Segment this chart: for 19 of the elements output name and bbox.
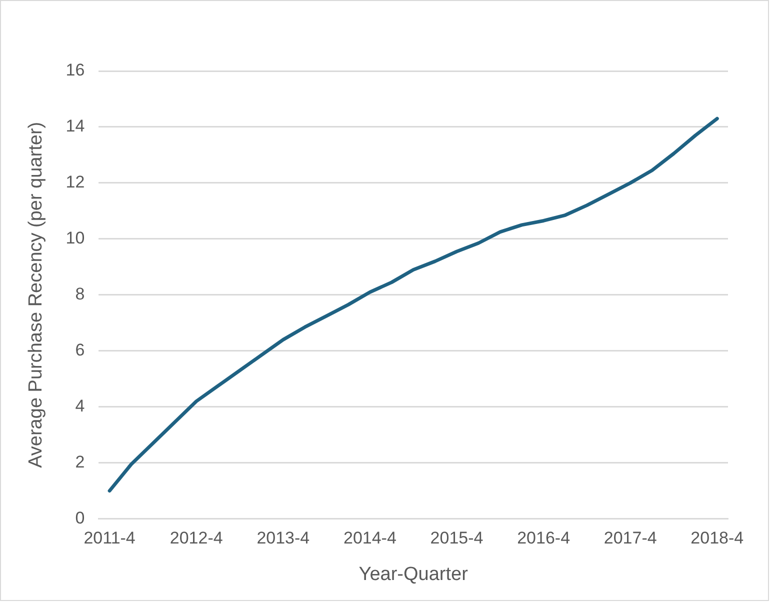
y-tick-label: 14: [66, 116, 85, 136]
x-tick-label: 2013-4: [256, 528, 310, 548]
y-tick-label: 16: [66, 60, 85, 80]
y-tick-label: 8: [75, 284, 85, 304]
y-tick-label: 6: [75, 340, 85, 360]
x-tick-label: 2015-4: [430, 528, 484, 548]
x-tick-label: 2014-4: [343, 528, 396, 548]
y-tick-label: 2: [75, 452, 85, 472]
x-tick-label: 2018-4: [690, 528, 744, 548]
y-tick-label: 4: [75, 396, 85, 416]
x-tick-label: 2012-4: [170, 528, 223, 548]
y-axis-title: Average Purchase Recency (per quarter): [26, 122, 47, 468]
y-tick-label: 12: [66, 172, 85, 192]
x-tick-label: 2011-4: [84, 528, 136, 548]
y-tick-label: 0: [75, 508, 85, 528]
y-tick-label: 10: [66, 228, 85, 248]
x-tick-label: 2017-4: [604, 528, 657, 548]
x-axis-title: Year-Quarter: [358, 564, 469, 585]
x-tick-label: 2016-4: [517, 528, 570, 548]
